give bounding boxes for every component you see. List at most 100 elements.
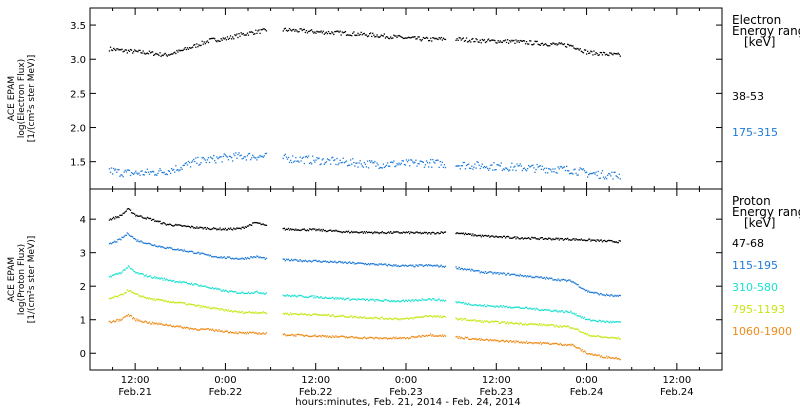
- electron-data-point: [383, 166, 385, 169]
- proton-data-point: [406, 265, 409, 267]
- electron-data-point: [260, 155, 262, 158]
- proton-data-point: [220, 290, 222, 292]
- electron-data-point: [560, 42, 562, 44]
- proton-data-point: [366, 337, 369, 339]
- proton-data-point: [534, 276, 536, 278]
- electron-data-point: [258, 156, 260, 158]
- proton-data-point: [140, 273, 142, 275]
- electron-data-point: [141, 170, 143, 172]
- proton-data-point: [471, 338, 473, 340]
- proton-data-point: [225, 229, 227, 231]
- proton-data-point: [178, 224, 180, 226]
- proton-data-point: [133, 292, 135, 294]
- electron-data-point: [545, 44, 548, 46]
- proton-data-point: [430, 233, 432, 235]
- electron-data-point: [551, 43, 553, 45]
- electron-data-point: [136, 50, 138, 52]
- proton-data-point: [193, 252, 195, 254]
- electron-data-point: [542, 44, 545, 46]
- proton-data-point: [315, 313, 317, 316]
- proton-data-point: [416, 299, 418, 301]
- proton-data-point: [173, 301, 175, 303]
- proton-data-point: [584, 351, 587, 353]
- electron-data-point: [245, 159, 247, 161]
- proton-data-point: [231, 290, 233, 292]
- proton-ytick-label: 0: [80, 349, 86, 360]
- proton-data-point: [414, 232, 416, 234]
- proton-data-point: [441, 334, 443, 336]
- proton-data-point: [612, 295, 614, 297]
- proton-data-point: [237, 292, 239, 294]
- proton-data-point: [547, 324, 549, 326]
- proton-data-point: [400, 300, 402, 302]
- electron-data-point: [510, 166, 512, 168]
- proton-data-point: [443, 266, 446, 268]
- electron-data-point: [426, 37, 429, 39]
- proton-data-point: [398, 337, 400, 339]
- proton-data-point: [314, 228, 316, 230]
- electron-data-point: [555, 43, 557, 45]
- electron-data-point: [134, 49, 136, 51]
- proton-data-point: [305, 296, 308, 298]
- electron-data-point: [219, 156, 221, 158]
- electron-data-point: [594, 173, 596, 175]
- proton-data-point: [494, 306, 496, 308]
- proton-data-point: [573, 312, 575, 314]
- proton-data-point: [442, 315, 444, 317]
- proton-data-point: [229, 331, 232, 333]
- electron-data-point: [520, 40, 522, 42]
- x-axis: 12:00Feb.210:00Feb.2212:00Feb.220:00Feb.…: [118, 375, 693, 398]
- proton-data-point: [213, 329, 215, 332]
- proton-data-point: [349, 232, 351, 234]
- proton-data-point: [364, 317, 367, 320]
- proton-data-point: [562, 344, 565, 346]
- proton-data-point: [130, 212, 133, 214]
- proton-data-point: [400, 338, 402, 340]
- proton-data-point: [339, 315, 341, 318]
- proton-data-point: [525, 306, 528, 308]
- proton-data-point: [504, 306, 507, 308]
- proton-data-point: [425, 314, 428, 317]
- proton-data-point: [409, 337, 411, 339]
- proton-data-point: [243, 312, 245, 314]
- proton-data-point: [297, 229, 299, 231]
- proton-data-point: [201, 252, 203, 254]
- proton-data-point: [601, 320, 604, 322]
- proton-data-point: [227, 256, 230, 258]
- electron-data-point: [360, 163, 362, 165]
- proton-data-point: [301, 295, 303, 297]
- proton-data-point: [127, 313, 130, 316]
- proton-data-point: [231, 228, 233, 231]
- proton-data-point: [432, 334, 434, 336]
- proton-data-point: [508, 323, 510, 325]
- electron-data-point: [194, 43, 196, 46]
- proton-data-point: [285, 228, 288, 230]
- proton-data-point: [523, 275, 526, 277]
- proton-data-point: [484, 339, 487, 341]
- proton-data-point: [392, 232, 394, 234]
- proton-data-point: [536, 342, 538, 344]
- electron-data-point: [293, 161, 295, 163]
- proton-data-point: [391, 338, 393, 340]
- electron-data-point: [252, 154, 254, 156]
- proton-data-point: [380, 337, 382, 340]
- proton-data-point: [260, 223, 262, 226]
- proton-data-point: [302, 335, 304, 337]
- electron-data-point: [613, 171, 615, 174]
- electron-data-point: [160, 55, 162, 57]
- proton-data-point: [226, 229, 229, 231]
- proton-data-point: [252, 222, 254, 224]
- proton-data-point: [513, 307, 515, 309]
- proton-data-point: [519, 273, 521, 276]
- proton-data-point: [599, 292, 601, 295]
- proton-data-point: [381, 300, 383, 302]
- proton-data-point: [148, 275, 151, 277]
- proton-data-point: [588, 238, 590, 240]
- electron-data-point: [263, 155, 265, 157]
- proton-data-point: [535, 307, 537, 309]
- electron-data-point: [456, 165, 458, 167]
- proton-data-point: [490, 271, 492, 273]
- electron-data-point: [317, 31, 319, 33]
- proton-data-point: [250, 256, 252, 258]
- electron-data-point: [498, 164, 500, 166]
